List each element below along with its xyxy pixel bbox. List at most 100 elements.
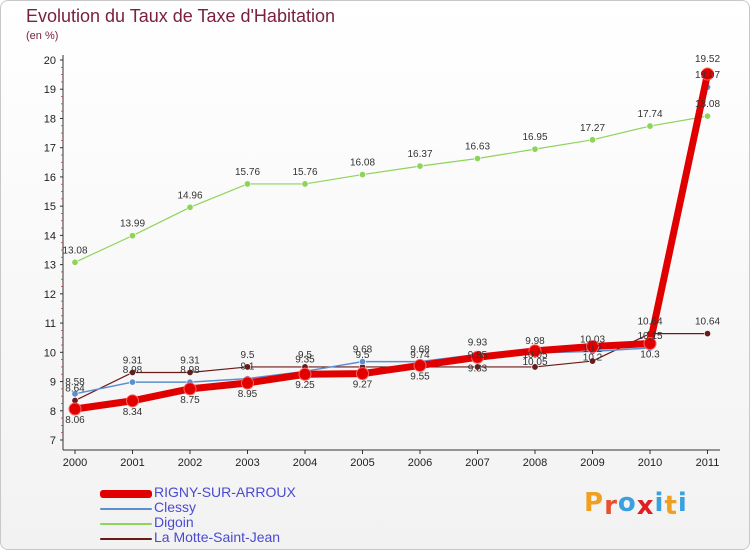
data-label: 16.95 (522, 132, 547, 143)
data-label: 8.58 (65, 377, 85, 388)
x-tick-label: 2011 (696, 457, 720, 469)
legend-label: La Motte-Saint-Jean (154, 529, 281, 545)
x-tick-label: 2000 (63, 457, 87, 469)
legend-swatch (100, 490, 152, 498)
y-tick-label: 8 (50, 406, 56, 418)
data-label: 10.05 (522, 357, 547, 368)
data-label: 9.5 (241, 350, 255, 361)
data-point (68, 402, 82, 416)
logo-letter: P (584, 488, 605, 518)
data-label: 9.68 (410, 345, 430, 356)
legend-label: RIGNY-SUR-ARROUX (154, 484, 296, 500)
data-point (71, 390, 79, 398)
x-tick-label: 2009 (580, 457, 604, 469)
data-label: 10.64 (695, 317, 720, 328)
data-label: 16.63 (465, 142, 490, 153)
data-point (588, 357, 596, 365)
proxiti-logo: Proxiti (584, 488, 688, 521)
data-label: 17.74 (637, 109, 662, 120)
y-tick-label: 15 (44, 201, 56, 213)
data-label: 10.03 (580, 334, 605, 345)
data-label: 9.25 (295, 380, 315, 391)
data-label: 16.08 (350, 158, 375, 169)
data-label: 10.2 (583, 344, 603, 355)
legend-swatch (100, 523, 152, 525)
data-point (588, 136, 596, 144)
data-point (129, 232, 137, 240)
chart-title: Evolution du Taux de Taxe d'Habitation (26, 6, 335, 26)
data-point (301, 180, 309, 188)
data-point (701, 67, 714, 81)
data-point (126, 394, 139, 408)
data-label: 10.05 (522, 350, 547, 361)
y-tick-label: 13 (44, 260, 56, 272)
data-label: 17.27 (580, 123, 605, 134)
data-point (244, 363, 252, 371)
data-point (129, 378, 137, 386)
y-tick-label: 12 (44, 289, 56, 301)
logo-letter: x (636, 491, 655, 521)
legend-label: Digoin (154, 514, 194, 530)
data-label: 10.64 (637, 317, 662, 328)
data-label: 9.83 (468, 363, 488, 374)
series-line-1 (74, 86, 709, 395)
data-label: 15.76 (235, 167, 260, 178)
data-point (298, 367, 312, 381)
x-tick-label: 2010 (638, 457, 662, 469)
data-label: 9.98 (525, 336, 545, 347)
data-label: 8.75 (180, 395, 200, 406)
data-point (643, 337, 657, 351)
data-point (586, 339, 599, 353)
y-tick-label: 9 (50, 377, 56, 389)
data-label: 8.06 (65, 415, 85, 426)
data-label: 18.08 (695, 99, 720, 110)
data-point (646, 122, 654, 130)
logo-letter: r (604, 491, 618, 521)
data-label: 9.74 (410, 350, 430, 361)
data-point (473, 155, 481, 163)
data-point (71, 258, 79, 266)
data-point (471, 350, 484, 364)
data-point (528, 344, 542, 358)
data-point (416, 162, 424, 170)
legend-swatch (100, 508, 152, 510)
data-label: 9.5 (298, 350, 312, 361)
y-tick-label: 7 (50, 435, 56, 447)
data-label: 10.3 (640, 350, 660, 361)
data-point (186, 203, 194, 211)
y-tick-label: 19 (44, 84, 56, 96)
data-point (703, 330, 711, 338)
legend-label: Clessy (154, 499, 197, 515)
data-label: 13.08 (62, 245, 87, 256)
y-tick-label: 18 (44, 113, 56, 125)
data-label: 9.93 (468, 337, 488, 348)
data-label: 14.96 (177, 190, 202, 201)
data-point (358, 171, 366, 179)
data-point (356, 367, 369, 381)
data-label: 9.31 (180, 355, 200, 366)
data-point (358, 358, 366, 366)
data-point (129, 368, 137, 376)
data-point (413, 358, 427, 372)
data-label: 9.1 (241, 362, 255, 373)
x-tick-label: 2005 (350, 457, 374, 469)
x-tick-label: 2008 (523, 457, 547, 469)
data-point (241, 376, 254, 390)
logo-letter: i (654, 488, 665, 518)
y-tick-label: 20 (44, 55, 56, 67)
x-tick-label: 2001 (120, 457, 144, 469)
data-point (183, 382, 197, 396)
logo-letter: i (677, 488, 688, 518)
x-tick-label: 2007 (465, 457, 489, 469)
data-label: 8.98 (180, 365, 200, 376)
data-label: 10.2 (583, 352, 603, 363)
data-point (703, 112, 711, 120)
data-label: 13.99 (120, 219, 145, 230)
series-line-0 (71, 70, 711, 413)
data-point (186, 368, 194, 376)
y-tick-label: 10 (44, 347, 56, 359)
chart-subtitle: (en %) (26, 30, 59, 42)
data-label: 9.68 (353, 345, 373, 356)
